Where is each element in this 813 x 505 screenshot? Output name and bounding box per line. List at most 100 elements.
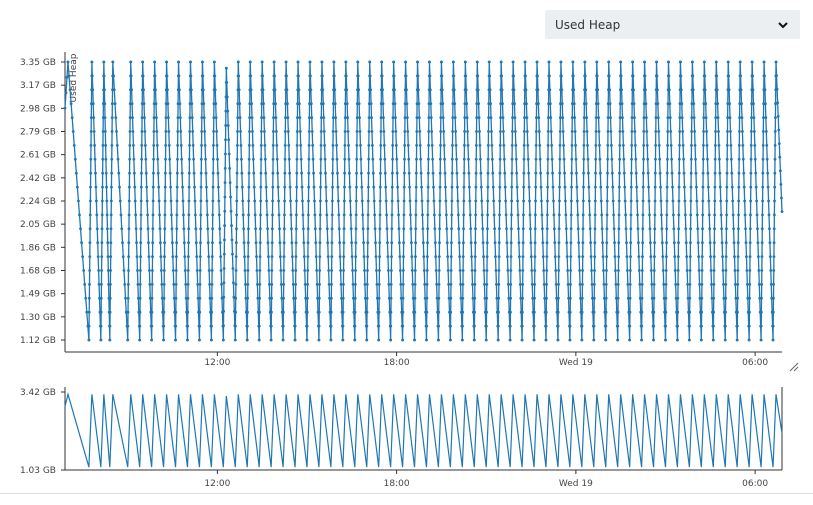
- data-point: [163, 241, 167, 245]
- resize-handle-icon[interactable]: [789, 362, 799, 372]
- data-point: [108, 324, 112, 328]
- data-point: [150, 310, 154, 314]
- data-point: [422, 269, 426, 272]
- data-point: [532, 338, 536, 342]
- y-tick-label: 2.61 GB: [20, 151, 56, 161]
- data-point: [366, 255, 370, 258]
- data-point: [534, 185, 538, 189]
- data-point: [201, 74, 205, 78]
- data-point: [228, 181, 232, 185]
- overview-chart[interactable]: 1.03 GB3.42 GB 12:00 18:00 Wed 19 06:00: [20, 387, 783, 489]
- data-point: [713, 157, 717, 161]
- data-point: [754, 185, 758, 189]
- data-point: [474, 227, 477, 231]
- data-point: [611, 199, 615, 203]
- data-point: [171, 255, 175, 258]
- data-point: [200, 130, 204, 133]
- data-point: [486, 185, 490, 189]
- data-point: [317, 310, 321, 314]
- data-point: [110, 144, 114, 147]
- data-point: [572, 102, 576, 106]
- data-point: [522, 213, 525, 217]
- data-point: [354, 199, 358, 203]
- y-tick: 2.79 GB: [20, 128, 65, 138]
- data-point: [162, 310, 166, 314]
- data-point: [596, 102, 600, 106]
- data-point: [299, 144, 303, 147]
- data-point: [153, 60, 157, 64]
- data-point: [112, 88, 116, 92]
- data-point: [162, 269, 166, 272]
- data-point: [765, 157, 769, 161]
- data-point: [343, 157, 347, 161]
- data-point: [414, 227, 418, 231]
- data-point: [672, 241, 676, 245]
- data-point: [272, 60, 276, 64]
- data-point: [488, 88, 492, 92]
- data-point: [702, 144, 705, 147]
- data-point: [227, 138, 231, 142]
- data-point: [539, 185, 543, 189]
- data-point: [638, 283, 642, 286]
- data-point: [676, 338, 679, 342]
- data-point: [764, 102, 767, 106]
- data-point: [664, 296, 668, 300]
- data-point: [693, 130, 697, 133]
- data-point: [433, 241, 437, 245]
- data-point: [109, 241, 113, 245]
- data-point: [500, 88, 504, 92]
- data-point: [398, 255, 402, 258]
- data-point: [180, 157, 184, 161]
- data-point: [581, 255, 585, 258]
- data-point: [390, 227, 394, 231]
- data-point: [604, 338, 608, 342]
- data-point: [235, 144, 239, 147]
- data-point: [258, 255, 262, 258]
- y-tick-label: 1.30 GB: [20, 313, 56, 323]
- metric-dropdown[interactable]: Used Heap: [545, 10, 800, 39]
- data-point: [490, 157, 494, 161]
- data-point: [350, 255, 354, 258]
- data-point: [588, 213, 592, 217]
- data-point: [773, 199, 776, 203]
- data-point: [270, 241, 274, 245]
- data-point: [768, 227, 771, 231]
- data-point: [473, 324, 476, 328]
- data-point: [354, 213, 358, 217]
- data-point: [94, 171, 97, 175]
- data-point: [563, 185, 567, 189]
- data-point: [63, 106, 67, 110]
- data-point: [206, 241, 210, 245]
- data-point: [509, 296, 512, 300]
- data-point: [537, 130, 541, 133]
- data-point: [327, 269, 331, 272]
- data-point: [318, 213, 322, 217]
- data-point: [463, 60, 467, 64]
- data-point: [281, 310, 285, 314]
- data-point: [736, 310, 739, 314]
- data-point: [709, 269, 713, 272]
- data-point: [140, 144, 144, 147]
- data-point: [261, 88, 265, 92]
- data-point: [200, 116, 204, 119]
- data-point: [580, 296, 584, 300]
- data-point: [411, 283, 415, 286]
- data-point: [293, 338, 297, 342]
- data-point: [456, 213, 460, 217]
- data-point: [453, 116, 457, 119]
- data-point: [479, 171, 483, 175]
- data-point: [345, 102, 349, 106]
- data-point: [533, 227, 537, 231]
- y-tick: 1.86 GB: [20, 243, 65, 253]
- data-point: [275, 144, 279, 147]
- data-point: [106, 255, 110, 258]
- data-point: [737, 199, 741, 203]
- data-point: [431, 157, 435, 161]
- data-point: [649, 255, 653, 258]
- chevron-down-icon: [778, 21, 788, 28]
- main-chart[interactable]: Used Heap 1.12 GB1.30 GB1.49 GB1.68 GB1.…: [20, 52, 784, 368]
- data-point: [101, 157, 105, 161]
- data-point: [212, 60, 216, 64]
- data-point: [282, 227, 286, 231]
